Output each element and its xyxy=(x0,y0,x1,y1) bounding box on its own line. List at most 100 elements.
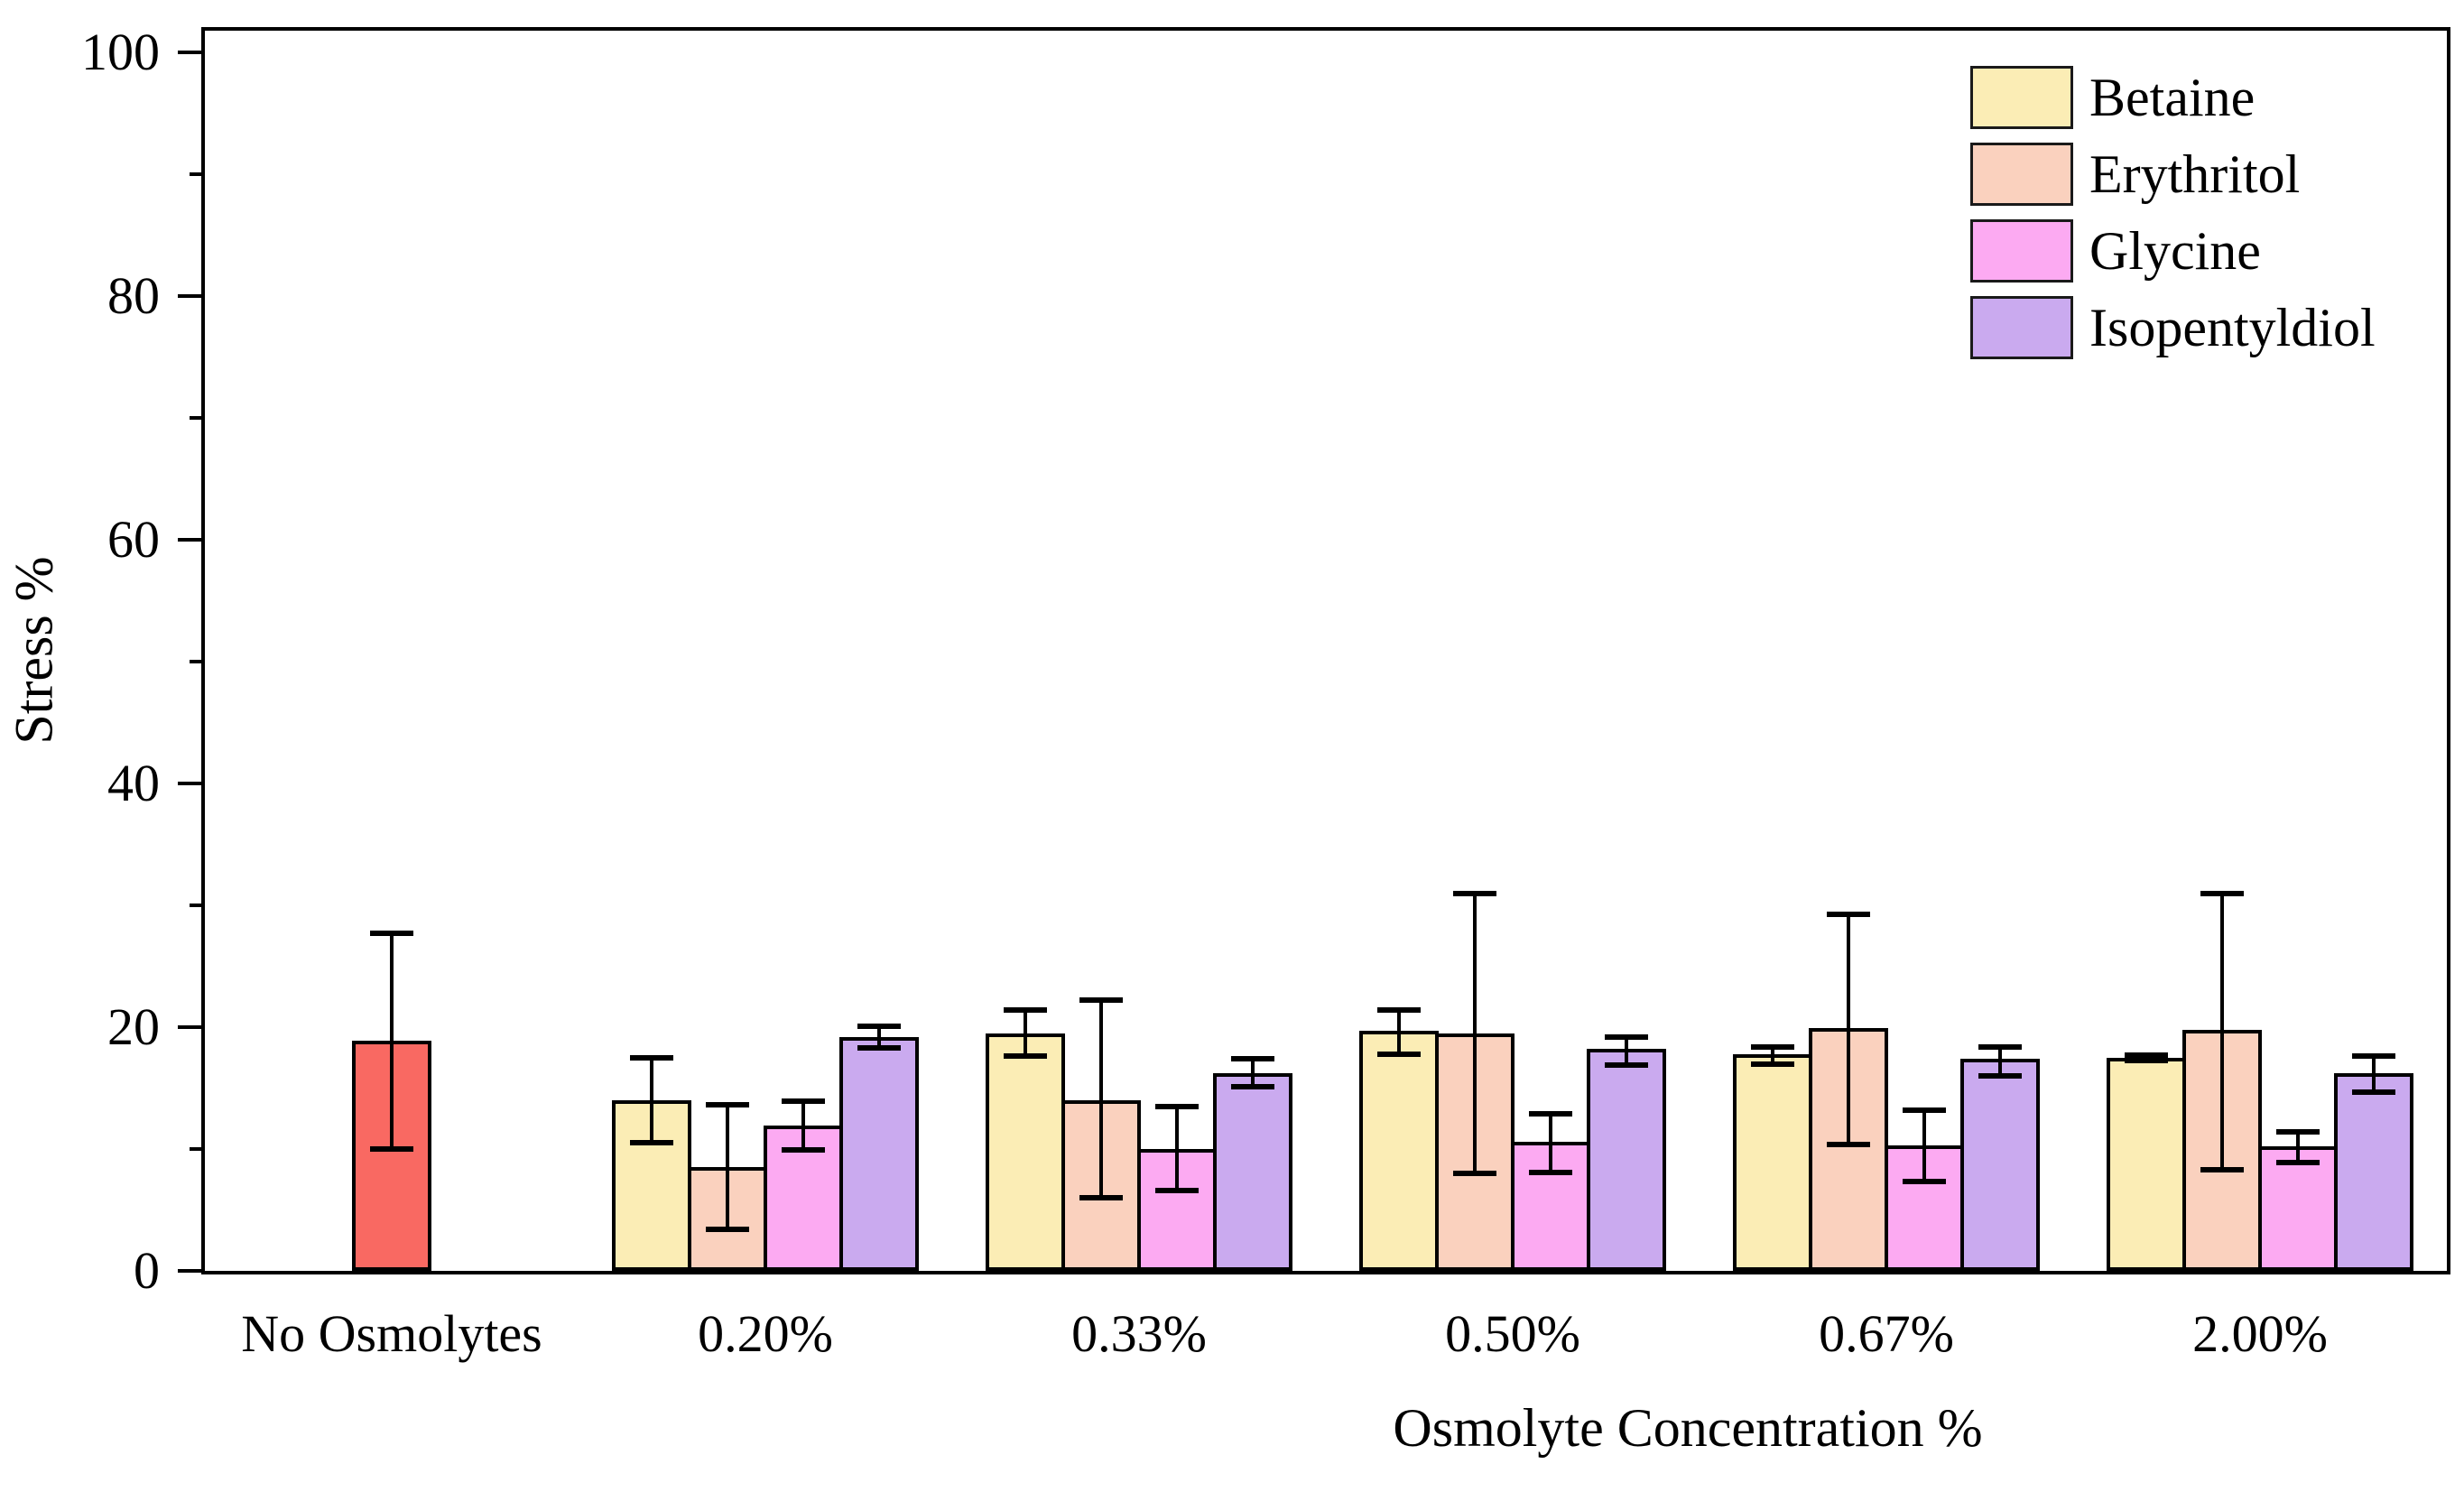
legend-swatch-betaine xyxy=(1970,66,2073,129)
errorbar-betaine-0.33% xyxy=(1024,1010,1027,1057)
y-tick-0 xyxy=(178,1269,201,1273)
y-minor-tick-90 xyxy=(190,172,201,177)
x-category-label-0.20%: 0.20% xyxy=(698,1304,833,1363)
errorbar-cap-top-isopentyldiol-0.20% xyxy=(857,1023,901,1029)
errorbar-cap-top-isopentyldiol-0.67% xyxy=(1978,1043,2022,1050)
legend-swatch-erythritol xyxy=(1970,143,2073,206)
legend-swatch-glycine xyxy=(1970,219,2073,283)
errorbar-cap-top-erythritol-0.33% xyxy=(1079,997,1123,1004)
x-category-label-0.33%: 0.33% xyxy=(1071,1304,1207,1363)
y-tick-label-100: 100 xyxy=(81,23,160,82)
legend-swatch-isopentyldiol xyxy=(1970,296,2073,359)
errorbar-cap-top-glycine-0.67% xyxy=(1903,1107,1946,1113)
errorbar-cap-top-betaine-0.67% xyxy=(1751,1043,1794,1050)
errorbar-cap-top-erythritol-0.20% xyxy=(706,1102,749,1108)
errorbar-isopentyldiol-0.67% xyxy=(1998,1046,2002,1077)
bar-glycine-2.00% xyxy=(2258,1146,2338,1271)
errorbar-erythritol-0.20% xyxy=(726,1105,729,1230)
errorbar-cap-bottom-erythritol-2.00% xyxy=(2200,1166,2244,1172)
errorbar-erythritol-0.67% xyxy=(1847,913,1850,1144)
bar-betaine-0.67% xyxy=(1733,1053,1812,1271)
y-tick-40 xyxy=(178,782,201,786)
bar-betaine-2.00% xyxy=(2107,1057,2186,1271)
errorbar-cap-top-isopentyldiol-0.50% xyxy=(1605,1033,1648,1040)
bar-isopentyldiol-0.33% xyxy=(1213,1073,1292,1271)
errorbar-cap-top-betaine-2.00% xyxy=(2125,1052,2168,1059)
x-category-label-0.67%: 0.67% xyxy=(1819,1304,1954,1363)
legend-label-glycine: Glycine xyxy=(2089,221,2261,281)
errorbar-cap-bottom-glycine-0.33% xyxy=(1155,1187,1199,1193)
legend-item-isopentyldiol: Isopentyldiol xyxy=(1970,295,2376,360)
errorbar-isopentyldiol-0.50% xyxy=(1625,1036,1628,1065)
legend-item-betaine: Betaine xyxy=(1970,65,2376,130)
errorbar-glycine-2.00% xyxy=(2296,1132,2300,1163)
x-category-label-0.50%: 0.50% xyxy=(1445,1304,1580,1363)
y-minor-tick-10 xyxy=(190,1147,201,1152)
y-tick-20 xyxy=(178,1025,201,1030)
bar-isopentyldiol-0.50% xyxy=(1587,1049,1666,1271)
y-tick-60 xyxy=(178,538,201,542)
legend-item-glycine: Glycine xyxy=(1970,218,2376,283)
errorbar-cap-bottom-isopentyldiol-0.67% xyxy=(1978,1073,2022,1080)
errorbar-glycine-0.50% xyxy=(1549,1113,1552,1172)
errorbar-cap-top-glycine-0.50% xyxy=(1529,1110,1572,1117)
y-tick-label-80: 80 xyxy=(107,266,160,326)
errorbar-isopentyldiol-0.20% xyxy=(877,1025,881,1049)
errorbar-cap-top-betaine-0.33% xyxy=(1004,1007,1047,1014)
errorbar-cap-top-no-osmolytes-No Osmolytes xyxy=(370,931,413,937)
errorbar-cap-bottom-betaine-0.20% xyxy=(630,1140,673,1146)
bar-glycine-0.50% xyxy=(1511,1141,1590,1271)
x-category-label-2.00%: 2.00% xyxy=(2192,1304,2328,1363)
errorbar-cap-bottom-glycine-0.67% xyxy=(1903,1179,1946,1185)
errorbar-cap-bottom-erythritol-0.33% xyxy=(1079,1195,1123,1201)
bar-betaine-0.33% xyxy=(986,1033,1065,1271)
bar-isopentyldiol-0.67% xyxy=(1960,1059,2040,1271)
errorbar-cap-top-betaine-0.20% xyxy=(630,1054,673,1061)
errorbar-no-osmolytes-No Osmolytes xyxy=(390,933,394,1150)
errorbar-erythritol-0.50% xyxy=(1473,893,1477,1174)
errorbar-cap-bottom-isopentyldiol-0.20% xyxy=(857,1045,901,1052)
bar-betaine-0.50% xyxy=(1359,1031,1439,1271)
errorbar-betaine-0.67% xyxy=(1771,1046,1774,1064)
x-axis-title: Osmolyte Concentration % xyxy=(1393,1398,1983,1458)
y-minor-tick-70 xyxy=(190,416,201,421)
y-axis-title: Stress % xyxy=(4,556,64,745)
legend-label-isopentyldiol: Isopentyldiol xyxy=(2089,298,2376,357)
errorbar-cap-bottom-isopentyldiol-2.00% xyxy=(2352,1089,2395,1095)
errorbar-cap-bottom-glycine-0.20% xyxy=(782,1147,825,1154)
errorbar-cap-top-betaine-0.50% xyxy=(1377,1007,1421,1014)
y-tick-label-40: 40 xyxy=(107,754,160,813)
errorbar-erythritol-0.33% xyxy=(1099,1000,1103,1199)
errorbar-cap-bottom-betaine-0.50% xyxy=(1377,1051,1421,1057)
errorbar-cap-bottom-erythritol-0.20% xyxy=(706,1227,749,1233)
y-tick-80 xyxy=(178,294,201,299)
errorbar-cap-bottom-glycine-0.50% xyxy=(1529,1169,1572,1175)
bar-isopentyldiol-2.00% xyxy=(2334,1073,2413,1271)
plot-area: Betaine Erythritol Glycine Isopentyldiol 0 2… xyxy=(81,23,2450,1363)
errorbar-cap-top-isopentyldiol-0.33% xyxy=(1231,1056,1274,1062)
errorbar-cap-bottom-glycine-2.00% xyxy=(2276,1159,2320,1165)
y-tick-label-20: 20 xyxy=(107,997,160,1057)
legend-item-erythritol: Erythritol xyxy=(1970,142,2376,207)
errorbar-cap-bottom-betaine-0.33% xyxy=(1004,1053,1047,1060)
y-tick-label-0: 0 xyxy=(134,1241,160,1300)
legend-label-erythritol: Erythritol xyxy=(2089,144,2301,204)
y-minor-tick-30 xyxy=(190,904,201,908)
y-tick-100 xyxy=(178,51,201,55)
errorbar-cap-bottom-betaine-0.67% xyxy=(1751,1061,1794,1067)
errorbar-cap-bottom-erythritol-0.50% xyxy=(1453,1171,1496,1177)
errorbar-cap-top-erythritol-0.50% xyxy=(1453,890,1496,896)
errorbar-isopentyldiol-0.33% xyxy=(1251,1059,1255,1088)
errorbar-cap-top-erythritol-2.00% xyxy=(2200,890,2244,896)
x-category-label-No Osmolytes: No Osmolytes xyxy=(241,1304,542,1363)
errorbar-cap-bottom-isopentyldiol-0.33% xyxy=(1231,1084,1274,1090)
errorbar-cap-bottom-erythritol-0.67% xyxy=(1827,1141,1870,1147)
legend: Betaine Erythritol Glycine Isopentyldiol xyxy=(1970,65,2376,372)
errorbar-erythritol-2.00% xyxy=(2220,893,2224,1170)
y-minor-tick-50 xyxy=(190,660,201,664)
legend-label-betaine: Betaine xyxy=(2089,68,2256,127)
errorbar-betaine-0.50% xyxy=(1397,1010,1401,1054)
errorbar-betaine-0.20% xyxy=(650,1057,653,1144)
errorbar-cap-top-glycine-0.20% xyxy=(782,1098,825,1105)
